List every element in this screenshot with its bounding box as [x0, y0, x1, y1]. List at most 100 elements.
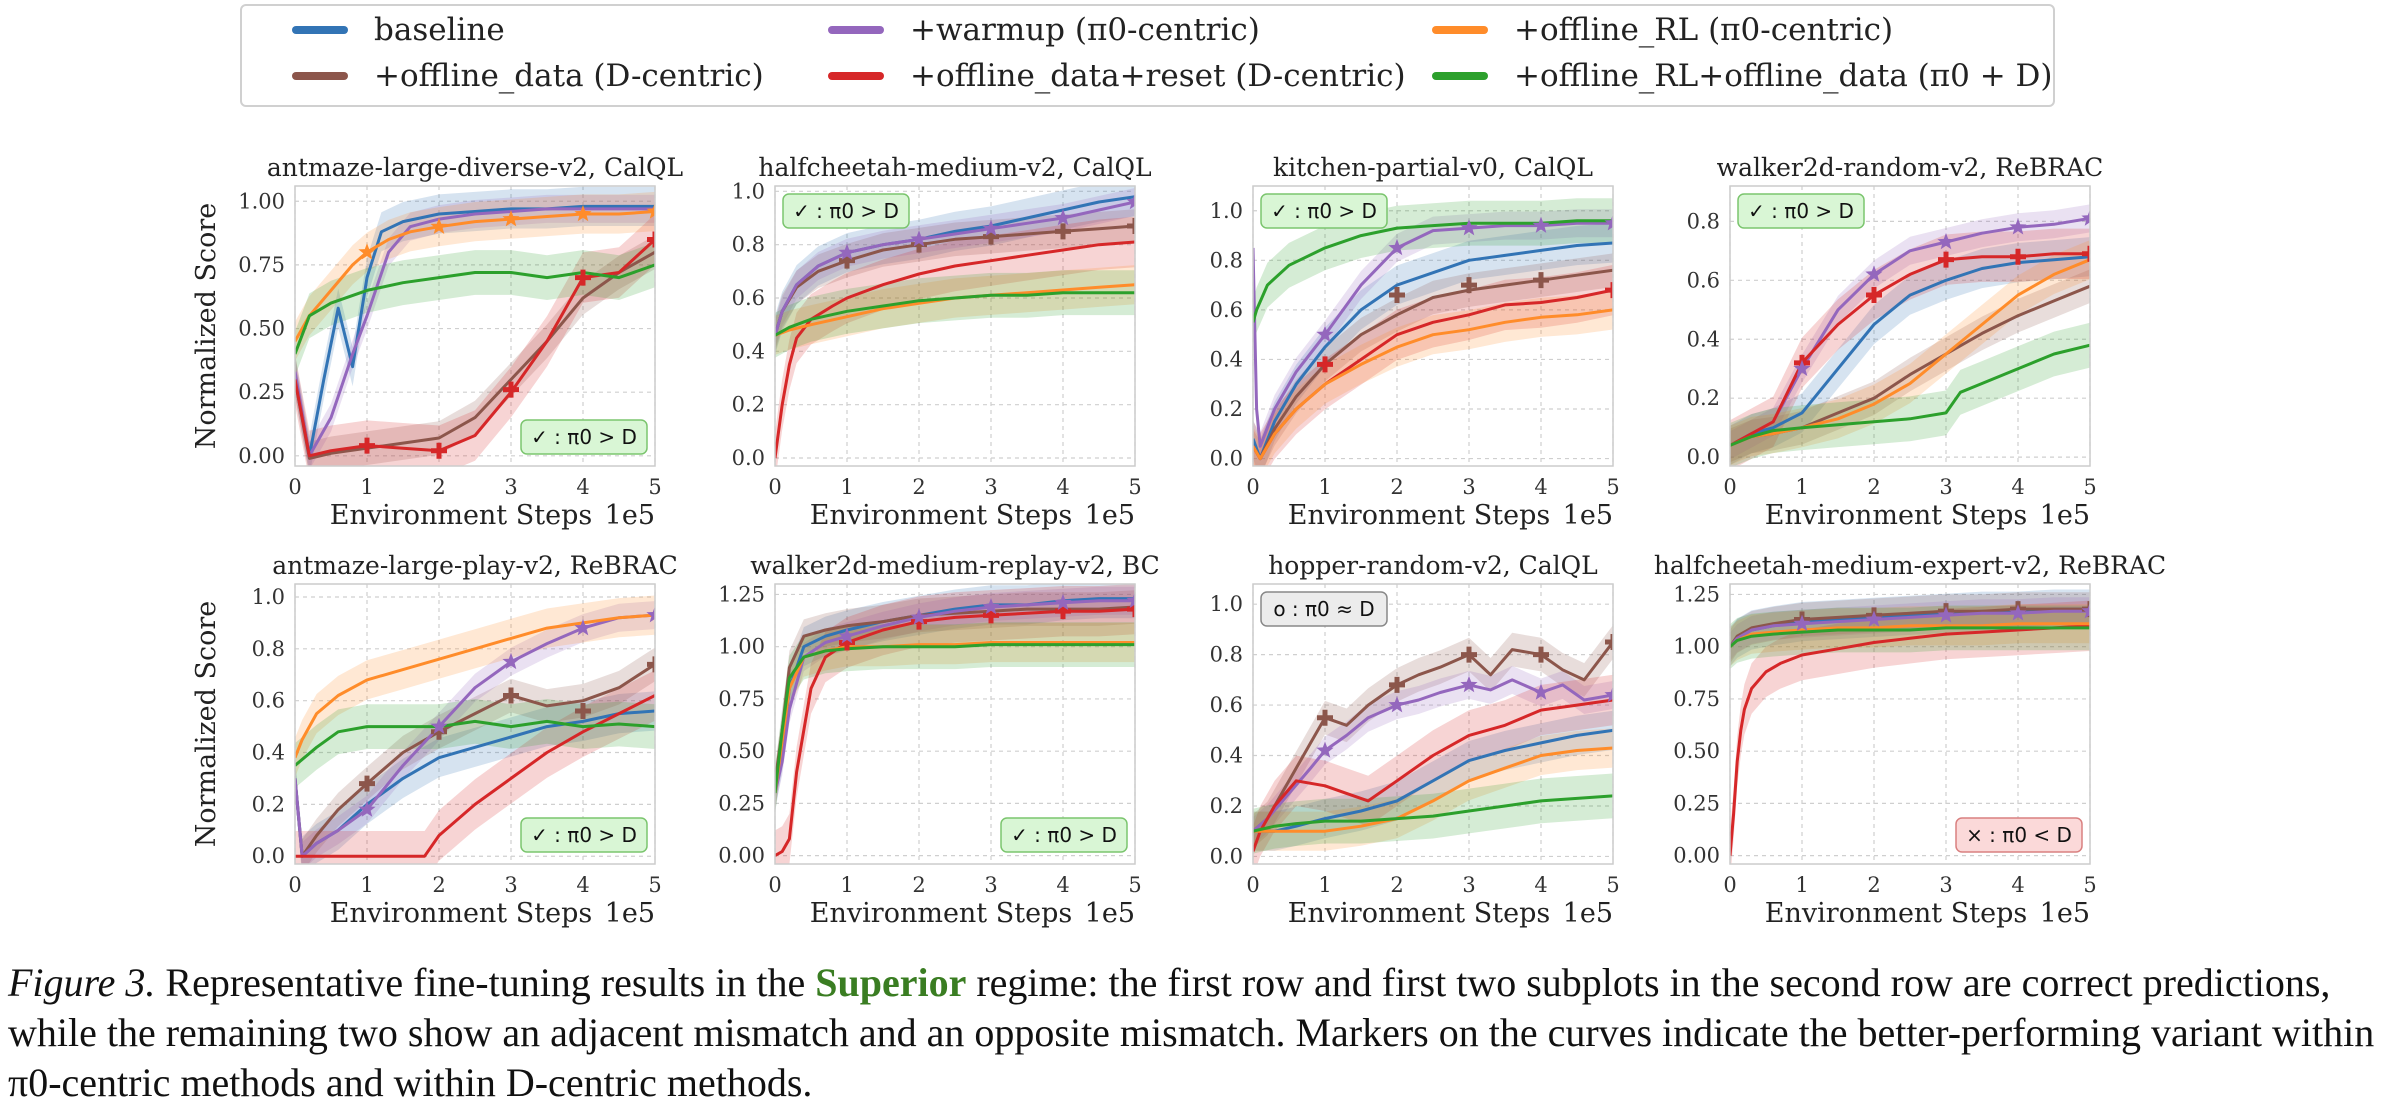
legend-label-offline-data-reset: +offline_data+reset (D-centric)	[910, 58, 1406, 94]
x-axis-scale-label: 1e5	[605, 500, 655, 531]
series-line	[1253, 746, 1613, 833]
marker-star	[2081, 602, 2090, 619]
y-tick-label: 0.6	[1687, 268, 1720, 292]
subplot-1: 0 1 2 3 4 5 0.0 0.2 0.4 0.6 0.8 1.0halfcheetah-medi…	[732, 153, 1152, 531]
marker-plus	[1533, 272, 1549, 289]
y-tick-label: 0.4	[252, 741, 285, 765]
series-line	[1253, 728, 1613, 833]
prediction-badge: ✓ : π0 > D	[520, 817, 648, 853]
figure-caption: Figure 3. Representative fine-tuning res…	[8, 958, 2378, 1108]
y-tick-label: 0.8	[1687, 209, 1720, 233]
y-tick-label: 0.0	[1687, 445, 1720, 469]
y-tick-label: 0.0	[732, 446, 765, 470]
x-tick-label: 3	[1462, 475, 1475, 499]
badge-text: ✓ : π0 > D	[1011, 823, 1117, 847]
confidence-band	[295, 699, 655, 788]
x-tick-label: 2	[432, 475, 445, 499]
marker-plus	[1127, 218, 1135, 234]
legend-swatch-baseline	[292, 26, 348, 34]
marker-plus	[1938, 251, 1954, 268]
marker-plus	[359, 437, 375, 454]
series-line	[775, 599, 1135, 794]
marker-star	[2009, 604, 2027, 621]
plot-series-group	[295, 595, 655, 864]
legend-item-offline-data: +offline_data (D-centric)	[292, 58, 764, 94]
x-tick-label: 1	[840, 873, 853, 897]
marker-plus	[647, 656, 655, 673]
series-line	[775, 291, 1135, 337]
marker-star	[982, 598, 1000, 615]
marker-star	[1532, 683, 1550, 700]
marker-star	[430, 717, 448, 734]
confidence-band	[775, 186, 1135, 355]
y-tick-label: 0.6	[252, 689, 285, 713]
x-tick-label: 2	[912, 873, 925, 897]
confidence-band	[1253, 674, 1613, 864]
y-tick-label: 0.25	[238, 380, 285, 404]
badge-text: ✓ : π0 > D	[531, 823, 637, 847]
subplot-title: antmaze-large-diverse-v2, CalQL	[267, 153, 683, 182]
series-line	[1730, 255, 2090, 447]
marker-star	[502, 210, 520, 227]
marker-star	[1054, 209, 1072, 226]
x-tick-label: 3	[1939, 475, 1952, 499]
marker-plus	[2010, 248, 2026, 265]
x-tick-label: 1	[1318, 475, 1331, 499]
x-tick-label: 1	[1795, 475, 1808, 499]
marker-star	[1793, 614, 1811, 631]
x-tick-label: 0	[288, 475, 301, 499]
marker-star	[358, 243, 376, 260]
y-axis-label: Normalized Score	[191, 601, 222, 848]
marker-plus	[2082, 245, 2090, 262]
y-tick-label: 0.4	[1687, 327, 1720, 351]
y-tick-label: 0.75	[1673, 687, 1720, 711]
x-axis-label: Environment Steps	[330, 500, 592, 531]
series-line	[295, 207, 655, 458]
confidence-band	[295, 601, 655, 864]
confidence-band	[775, 188, 1135, 350]
x-tick-label: 4	[1534, 475, 1547, 499]
caption-highlight: Superior	[815, 960, 967, 1005]
marker-plus	[575, 269, 591, 286]
marker-star	[1865, 610, 1883, 627]
marker-star	[910, 608, 928, 625]
series-line	[1253, 241, 1613, 461]
x-axis-label: Environment Steps	[1288, 500, 1550, 531]
y-tick-label: 0.6	[1210, 298, 1243, 322]
marker-star	[1388, 696, 1406, 713]
y-tick-label: 0.6	[732, 286, 765, 310]
x-tick-label: 3	[1939, 873, 1952, 897]
confidence-band	[775, 265, 1135, 355]
series-line	[1253, 641, 1613, 833]
badge-box	[782, 193, 910, 229]
marker-star	[982, 219, 1000, 236]
caption-figure-label: Figure 3.	[8, 960, 156, 1005]
y-tick-label: 0.50	[1673, 739, 1720, 763]
y-tick-label: 1.25	[1673, 582, 1720, 606]
y-tick-label: 0.25	[1673, 791, 1720, 815]
marker-star	[1316, 325, 1334, 342]
x-axis-scale-label: 1e5	[1085, 898, 1135, 929]
subplot-title: walker2d-random-v2, ReBRAC	[1717, 153, 2104, 182]
marker-star	[430, 217, 448, 234]
confidence-band	[1253, 665, 1613, 846]
plot-series-group	[1253, 198, 1613, 466]
x-axis-scale-label: 1e5	[605, 898, 655, 929]
confidence-band	[1253, 264, 1613, 466]
legend-item-warmup: +warmup (π0-centric)	[828, 12, 1260, 48]
y-tick-label: 0.0	[1210, 844, 1243, 868]
marker-plus	[503, 687, 519, 704]
x-tick-label: 0	[1723, 475, 1736, 499]
marker-star	[1388, 238, 1406, 256]
x-tick-label: 0	[1246, 475, 1259, 499]
marker-plus	[1127, 601, 1135, 618]
subplot-6: 0 1 2 3 4 5 0.0 0.2 0.4 0.6 0.8 1.0 hopper-random-v2…	[1210, 551, 1620, 929]
x-axis-label: Environment Steps	[1765, 500, 2027, 531]
y-tick-label: 0.2	[732, 393, 765, 417]
marker-plus	[1055, 223, 1071, 240]
legend-label-warmup: +warmup (π0-centric)	[910, 12, 1260, 48]
x-tick-label: 4	[1056, 475, 1069, 499]
y-tick-label: 1.00	[718, 635, 765, 659]
marker-plus	[503, 381, 519, 398]
badge-box	[1737, 193, 1865, 229]
